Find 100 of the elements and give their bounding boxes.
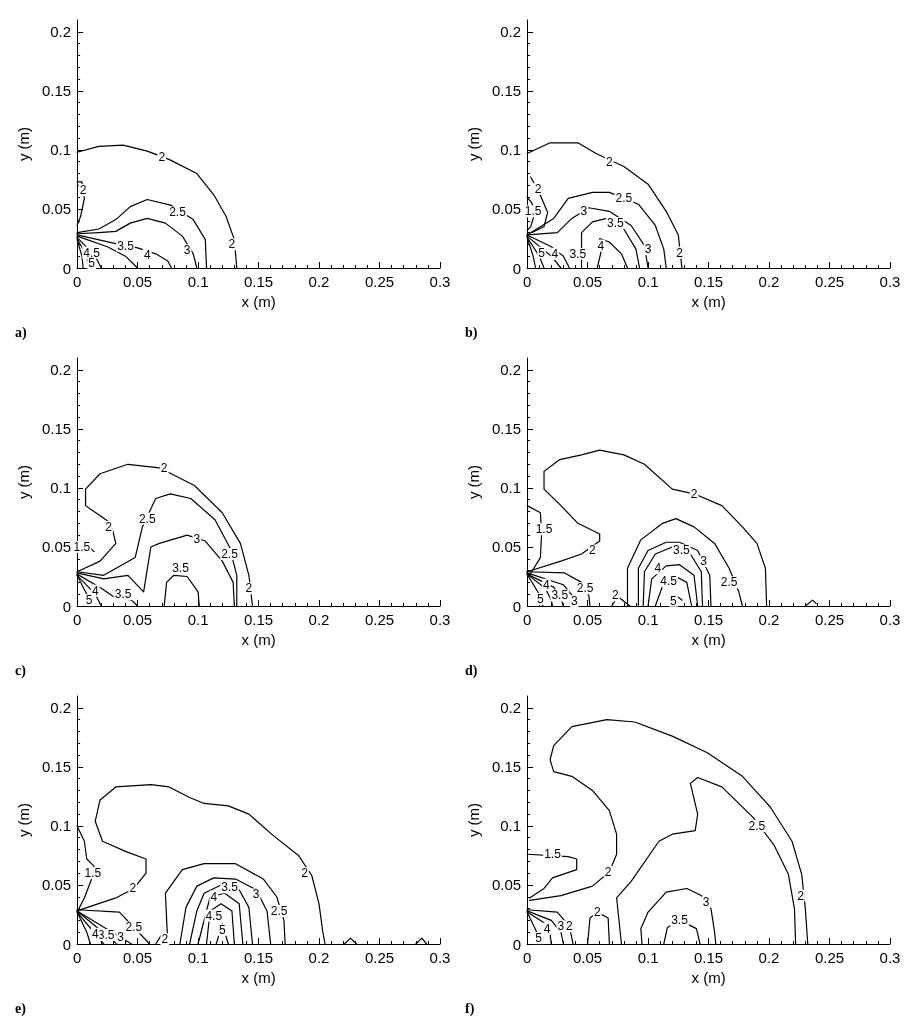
y-tick-label: 0.15 (41, 420, 72, 438)
x-tick-label: 0.2 (758, 611, 780, 628)
annotation: 2 (245, 581, 253, 596)
annotation: 4 (551, 246, 559, 261)
annotation: 4.5 (205, 908, 223, 923)
text: d) (465, 662, 478, 679)
y-tick-label: 0 (62, 259, 72, 277)
annotation: 1.5 (73, 539, 91, 554)
annotation: 2 (604, 864, 612, 879)
x-tick-label: 0.25 (814, 273, 845, 290)
annotation: 2 (158, 149, 166, 164)
annotation: 3.5 (672, 543, 690, 558)
annotation: 3 (557, 919, 565, 934)
annotation: 4 (543, 577, 551, 592)
x-tick-label: 0.25 (364, 611, 395, 628)
annotation: 2.5 (221, 547, 239, 562)
annotation: 5 (85, 593, 93, 608)
x-tick-label: 0.25 (814, 611, 845, 628)
annotation: 3.5 (114, 587, 132, 602)
annotation: 1.5 (84, 866, 102, 881)
x-axis-title: x (m) (691, 968, 726, 986)
annotation: 5 (670, 593, 678, 608)
annotation: 3 (702, 895, 710, 910)
y-tick-label: 0.15 (491, 82, 522, 100)
annotation: 2.5 (615, 191, 633, 206)
y-tick-label: 0.05 (41, 538, 72, 556)
x-tick-label: 0.2 (308, 273, 330, 290)
x-tick-label: 0.15 (693, 949, 724, 966)
annotation: 3 (570, 594, 578, 609)
annotation: 2 (690, 486, 698, 501)
annotation: 2 (301, 866, 309, 881)
annotation: 4 (143, 248, 151, 263)
annotation: 3.5 (97, 928, 115, 943)
annotation: 2.5 (169, 205, 187, 220)
y-tick-label: 0.15 (491, 758, 522, 776)
annotation: 5 (535, 931, 543, 946)
annotation: 5 (538, 245, 546, 260)
annotation: 3 (183, 243, 191, 258)
annotation: 2 (129, 881, 137, 896)
text: c) (15, 662, 27, 679)
x-tick-label: 0.05 (572, 949, 603, 966)
annotation: 2 (534, 181, 542, 196)
y-tick-label: 0.05 (41, 200, 72, 218)
annotation: 2.5 (138, 511, 156, 526)
y-tick-label: 0 (62, 597, 72, 615)
x-axis-title: x (m) (691, 630, 726, 648)
annotation: 4 (543, 921, 551, 936)
annotation: 3.5 (607, 216, 625, 231)
x-axis-title: x (m) (241, 292, 276, 310)
x-tick-label: 0.3 (879, 949, 901, 966)
x-axis-title: x (m) (241, 630, 276, 648)
annotation: 4 (597, 238, 605, 253)
annotation: 3 (117, 930, 125, 945)
annotation: 2 (593, 905, 601, 920)
text: a) (15, 324, 27, 341)
annotation: 3.5 (172, 561, 190, 576)
x-tick-label: 0.2 (758, 949, 780, 966)
annotation: 4 (91, 583, 99, 598)
annotation: 3 (252, 887, 260, 902)
y-tick-label: 0 (62, 935, 72, 953)
y-axis-title: y (m) (465, 126, 482, 162)
annotation: 2 (161, 932, 169, 947)
annotation: 4 (210, 889, 218, 904)
y-tick-label: 0.1 (50, 817, 72, 835)
annotation: 3 (193, 531, 201, 546)
x-tick-label: 0.05 (122, 949, 153, 966)
x-tick-label: 0.1 (637, 611, 659, 628)
x-tick-label: 0.25 (364, 949, 395, 966)
text: f) (465, 1000, 475, 1017)
annotation: 3 (700, 554, 708, 569)
annotation: 1.5 (535, 522, 553, 537)
annotation: 2.5 (720, 575, 738, 590)
y-tick-label: 0.1 (50, 141, 72, 159)
annotation: 4 (654, 561, 662, 576)
text: e) (15, 1000, 27, 1017)
y-tick-label: 0 (512, 597, 522, 615)
y-axis-title: y (m) (15, 126, 32, 162)
y-tick-label: 0.15 (41, 82, 72, 100)
y-tick-label: 0.15 (491, 420, 522, 438)
y-axis-title: y (m) (15, 464, 32, 500)
x-tick-label: 0.15 (693, 273, 724, 290)
y-axis-title: y (m) (465, 802, 482, 838)
annotation: 5 (88, 256, 96, 271)
annotation: 1.5 (524, 204, 542, 219)
x-tick-label: 0.2 (758, 273, 780, 290)
x-tick-label: 0.15 (243, 273, 274, 290)
x-tick-label: 0.05 (572, 273, 603, 290)
y-tick-label: 0.2 (50, 23, 72, 41)
x-tick-label: 0.3 (879, 273, 901, 290)
x-tick-label: 0.15 (243, 611, 274, 628)
y-tick-label: 0.2 (50, 699, 72, 717)
x-tick-label: 0.15 (243, 949, 274, 966)
y-tick-label: 0 (512, 259, 522, 277)
annotation: 2 (105, 519, 113, 534)
annotation: 2 (160, 460, 168, 475)
annotation: 4.5 (660, 574, 678, 589)
x-tick-label: 0.25 (814, 949, 845, 966)
y-tick-label: 0.05 (491, 200, 522, 218)
y-tick-label: 0.15 (41, 758, 72, 776)
x-tick-label: 0.3 (879, 611, 901, 628)
